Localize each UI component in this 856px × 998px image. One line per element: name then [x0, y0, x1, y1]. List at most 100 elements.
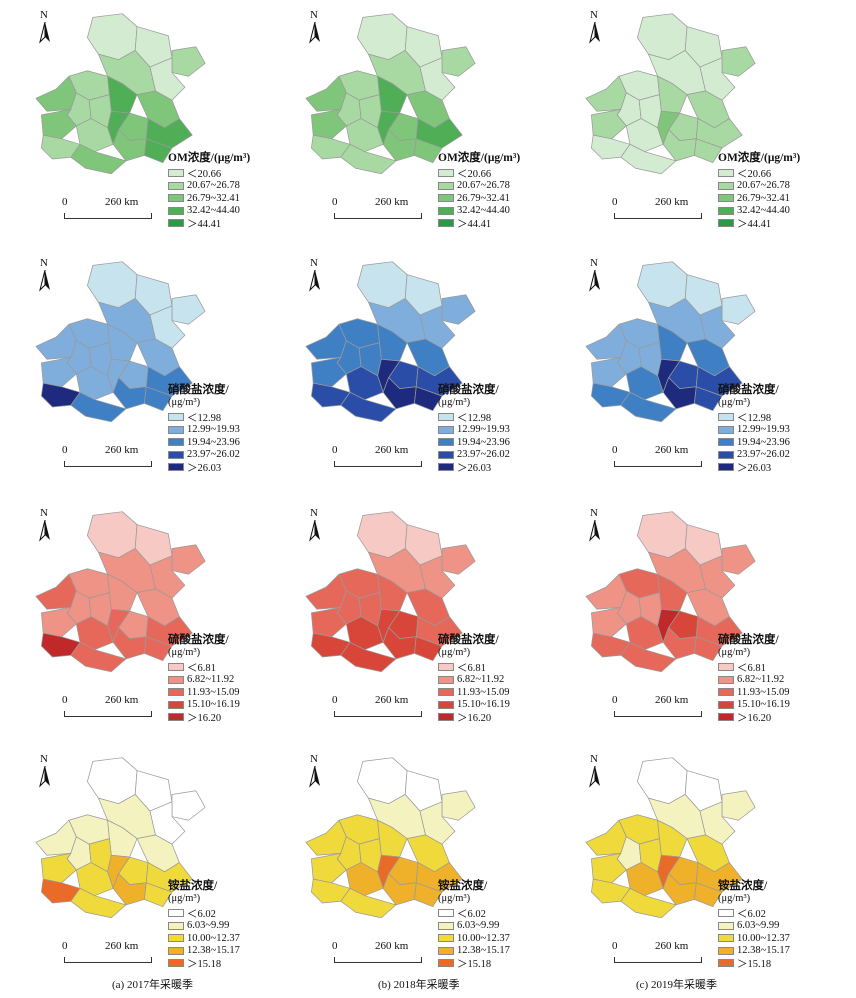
region-17 [414, 138, 443, 164]
legend-label: 6.03~9.99 [737, 920, 780, 932]
legend-swatch [438, 181, 454, 190]
legend-title: 铵盐浓度/ [718, 880, 768, 892]
legend-label: ＞15.18 [737, 958, 772, 970]
legend-label: ＜20.66 [737, 168, 772, 180]
region-17 [144, 882, 173, 908]
region-17 [694, 636, 723, 662]
scale-zero: 0 [332, 444, 338, 456]
legend-label: 20.67~26.78 [457, 180, 510, 192]
north-label: N [310, 9, 318, 21]
choropleth-map [305, 13, 476, 175]
legend: 硝酸盐浓度/(μg/m³) ＜12.98 12.99~19.93 19.94~23.9… [718, 384, 856, 474]
region-19 [40, 878, 81, 904]
legend-item: ＞44.41 [718, 217, 856, 230]
legend-swatch [168, 413, 184, 422]
map-panel-om-2017: N 0 260 km OM浓度/(μg/m³) ＜20.66 20.67~26.78 26.… [0, 0, 270, 245]
legend-swatch [168, 181, 184, 190]
north-label: N [310, 753, 318, 765]
legend-label: 15.10~16.19 [457, 699, 510, 711]
legend-item: ＜12.98 [168, 411, 308, 424]
legend-item: ＞26.03 [438, 461, 578, 474]
region-2 [721, 294, 756, 325]
legend-label: 23.97~26.02 [187, 449, 240, 461]
scale-distance: 260 km [375, 444, 409, 456]
legend-swatch [168, 946, 184, 955]
legend-label: 10.00~12.37 [737, 932, 790, 944]
legend-swatch [718, 688, 734, 697]
region-0 [356, 757, 408, 805]
legend-title: 硫酸盐浓度/ [718, 634, 779, 646]
legend-item: 23.97~26.02 [718, 449, 856, 462]
legend-swatch [168, 688, 184, 697]
legend-swatch [438, 946, 454, 955]
legend-item: ＜6.02 [718, 907, 856, 920]
legend-item: ＜6.02 [438, 907, 578, 920]
legend-swatch [168, 463, 184, 472]
legend-swatch [438, 675, 454, 684]
choropleth-map [305, 757, 476, 919]
region-17 [414, 386, 443, 412]
legend-item: 12.38~15.17 [168, 945, 308, 958]
legend-swatch [718, 909, 734, 918]
legend-swatch [168, 450, 184, 459]
region-17 [414, 636, 443, 662]
legend-swatch [168, 425, 184, 434]
choropleth-map [35, 13, 206, 175]
scale-bar: 0 260 km [610, 444, 710, 472]
region-17 [414, 882, 443, 908]
legend-item: ＜20.66 [718, 167, 856, 180]
legend-label: ＜6.81 [457, 662, 486, 674]
legend-unit: (μg/m³) [168, 397, 201, 408]
legend-swatch [438, 169, 454, 178]
legend-item: 20.67~26.78 [168, 180, 308, 193]
legend-label: ＞15.18 [187, 958, 222, 970]
map-panel-so4-2017: N 0 260 km 硫酸盐浓度/(μg/m³) ＜6.81 6.82~11.92 11.9… [0, 498, 270, 743]
region-2 [171, 544, 206, 575]
legend-item: ＜6.81 [438, 661, 578, 674]
region-2 [441, 294, 476, 325]
legend-item: 6.03~9.99 [718, 920, 856, 933]
scale-bar: 0 260 km [330, 196, 430, 224]
legend-label: ＞44.41 [457, 218, 492, 230]
legend-label: ＞26.03 [187, 462, 222, 474]
legend-swatch [168, 438, 184, 447]
legend-swatch [438, 700, 454, 709]
legend-item: ＞16.20 [168, 711, 308, 724]
north-arrow-icon: N [38, 754, 54, 790]
north-label: N [590, 507, 598, 519]
region-0 [636, 757, 688, 805]
legend-label: 19.94~23.96 [457, 436, 510, 448]
legend-swatch [168, 219, 184, 228]
legend-swatch [438, 663, 454, 672]
region-0 [356, 13, 408, 61]
map-panel-no3-2017: N 0 260 km 硝酸盐浓度/(μg/m³) ＜12.98 12.99~19.93 19… [0, 248, 270, 493]
region-19 [40, 134, 81, 160]
legend-item: ＞16.20 [438, 711, 578, 724]
north-label: N [40, 753, 48, 765]
legend-unit: (μg/m³) [438, 647, 471, 658]
legend-label: 12.38~15.17 [457, 945, 510, 957]
legend-swatch [718, 959, 734, 968]
region-2 [171, 790, 206, 821]
scale-bar: 0 260 km [330, 444, 430, 472]
legend-item: ＜20.66 [168, 167, 308, 180]
legend-label: 10.00~12.37 [187, 932, 240, 944]
scale-bar: 0 260 km [610, 196, 710, 224]
legend-label: 10.00~12.37 [457, 932, 510, 944]
legend-item: ＜12.98 [438, 411, 578, 424]
legend-item: 32.42~44.40 [718, 205, 856, 218]
legend-item: 20.67~26.78 [438, 180, 578, 193]
region-8 [35, 75, 77, 112]
legend-label: 26.79~32.41 [457, 192, 510, 204]
legend-label: 19.94~23.96 [737, 436, 790, 448]
legend-swatch [168, 921, 184, 930]
map-panel-no3-2018: N 0 260 km 硝酸盐浓度/(μg/m³) ＜12.98 12.99~19.93 19… [270, 248, 540, 493]
region-2 [721, 544, 756, 575]
region-17 [144, 636, 173, 662]
legend-item: ＜12.98 [718, 411, 856, 424]
north-label: N [40, 257, 48, 269]
legend-item: 10.00~12.37 [168, 932, 308, 945]
caption-2017: (a) 2017年采暖季 [112, 979, 193, 991]
legend-swatch [718, 413, 734, 422]
region-17 [144, 386, 173, 412]
